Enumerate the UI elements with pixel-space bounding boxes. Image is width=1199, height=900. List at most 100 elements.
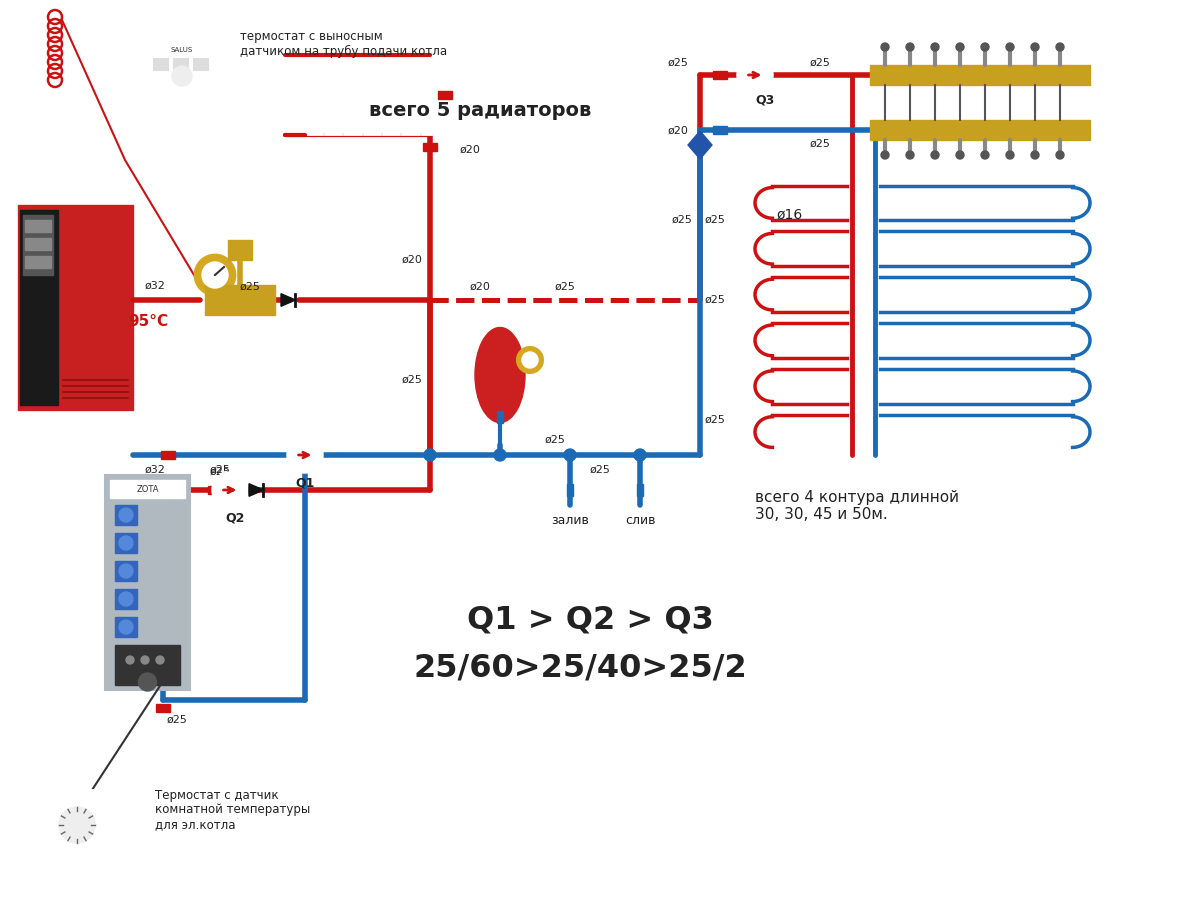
Text: ø25: ø25 xyxy=(210,467,230,477)
Text: ZOTA: ZOTA xyxy=(137,484,158,493)
Text: ø25: ø25 xyxy=(402,375,422,385)
Circle shape xyxy=(981,43,989,51)
Circle shape xyxy=(119,508,133,522)
Bar xyxy=(207,486,222,494)
Circle shape xyxy=(171,66,192,86)
Circle shape xyxy=(906,151,914,159)
Bar xyxy=(870,120,1090,140)
Circle shape xyxy=(156,656,164,664)
Bar xyxy=(438,91,452,99)
Text: слив: слив xyxy=(625,514,655,526)
Bar xyxy=(193,58,207,70)
Circle shape xyxy=(564,449,576,461)
Text: 95°C: 95°C xyxy=(128,314,168,329)
Text: залив: залив xyxy=(552,514,589,526)
Text: SALUS: SALUS xyxy=(171,47,193,53)
Bar xyxy=(870,65,1090,85)
Bar xyxy=(115,505,137,525)
Circle shape xyxy=(1031,43,1040,51)
Text: Q3: Q3 xyxy=(755,94,775,106)
Circle shape xyxy=(424,449,436,461)
Polygon shape xyxy=(688,131,712,159)
Text: Термостат с датчик
комнатной температуры
для эл.котла: Термостат с датчик комнатной температуры… xyxy=(155,788,311,832)
Circle shape xyxy=(956,151,964,159)
Text: ø25: ø25 xyxy=(210,465,230,475)
Circle shape xyxy=(119,564,133,578)
Text: ø25: ø25 xyxy=(544,435,566,445)
Circle shape xyxy=(517,347,543,373)
Circle shape xyxy=(956,43,964,51)
Text: ø25: ø25 xyxy=(555,282,576,292)
Text: ø20: ø20 xyxy=(459,145,481,155)
Text: ø16: ø16 xyxy=(777,208,803,222)
Bar xyxy=(115,645,180,685)
Text: ø25: ø25 xyxy=(705,215,725,225)
Text: 25/60>25/40>25/2: 25/60>25/40>25/2 xyxy=(414,652,747,683)
Bar xyxy=(363,55,381,135)
Circle shape xyxy=(119,536,133,550)
Circle shape xyxy=(1056,151,1064,159)
Circle shape xyxy=(288,438,323,472)
Bar xyxy=(422,55,439,135)
Circle shape xyxy=(1031,151,1040,159)
Circle shape xyxy=(119,592,133,606)
Polygon shape xyxy=(249,483,264,496)
Bar xyxy=(423,143,436,151)
Circle shape xyxy=(881,43,888,51)
Text: ø25: ø25 xyxy=(705,415,725,425)
Circle shape xyxy=(1056,43,1064,51)
Bar xyxy=(25,238,52,250)
Polygon shape xyxy=(281,293,295,306)
Text: ø32: ø32 xyxy=(145,465,165,475)
Text: ø25: ø25 xyxy=(809,58,831,68)
Text: ø25: ø25 xyxy=(809,139,831,149)
Circle shape xyxy=(213,473,247,507)
Bar xyxy=(115,533,137,553)
Text: ø20: ø20 xyxy=(470,282,490,292)
Circle shape xyxy=(195,255,235,295)
Bar xyxy=(110,480,185,498)
Text: ø25: ø25 xyxy=(705,295,725,305)
Text: ø25: ø25 xyxy=(167,715,188,725)
Bar xyxy=(173,58,188,70)
Bar xyxy=(205,285,275,315)
Bar xyxy=(713,126,727,134)
Bar xyxy=(402,55,420,135)
Circle shape xyxy=(906,43,914,51)
Bar xyxy=(228,240,252,260)
Circle shape xyxy=(59,807,95,843)
Bar xyxy=(52,790,134,848)
Bar xyxy=(344,55,362,135)
Circle shape xyxy=(522,352,538,368)
Text: Q2: Q2 xyxy=(225,511,245,525)
Circle shape xyxy=(634,449,646,461)
Text: Q1: Q1 xyxy=(295,476,314,490)
Bar xyxy=(306,55,323,135)
Circle shape xyxy=(981,151,989,159)
Text: всего 5 радиаторов: всего 5 радиаторов xyxy=(369,101,591,120)
Circle shape xyxy=(201,262,228,288)
Text: ø32: ø32 xyxy=(145,281,165,291)
Bar xyxy=(18,205,133,410)
Bar xyxy=(382,55,400,135)
Circle shape xyxy=(881,151,888,159)
Text: ø25: ø25 xyxy=(590,465,610,475)
Circle shape xyxy=(930,43,939,51)
Text: ø25: ø25 xyxy=(671,215,693,225)
Bar xyxy=(25,256,52,268)
Circle shape xyxy=(739,58,772,92)
Bar xyxy=(106,475,189,690)
Bar xyxy=(23,215,53,275)
Text: всего 4 контура длинной
30, 30, 45 и 50м.: всего 4 контура длинной 30, 30, 45 и 50м… xyxy=(755,490,959,522)
Circle shape xyxy=(1006,151,1014,159)
Bar xyxy=(161,451,175,459)
Circle shape xyxy=(494,449,506,461)
Bar xyxy=(147,38,216,90)
Bar xyxy=(115,561,137,581)
Bar xyxy=(153,58,168,70)
Bar xyxy=(25,220,52,232)
Text: ø25: ø25 xyxy=(240,282,260,292)
Bar xyxy=(115,617,137,637)
Bar xyxy=(115,589,137,609)
Circle shape xyxy=(119,620,133,634)
